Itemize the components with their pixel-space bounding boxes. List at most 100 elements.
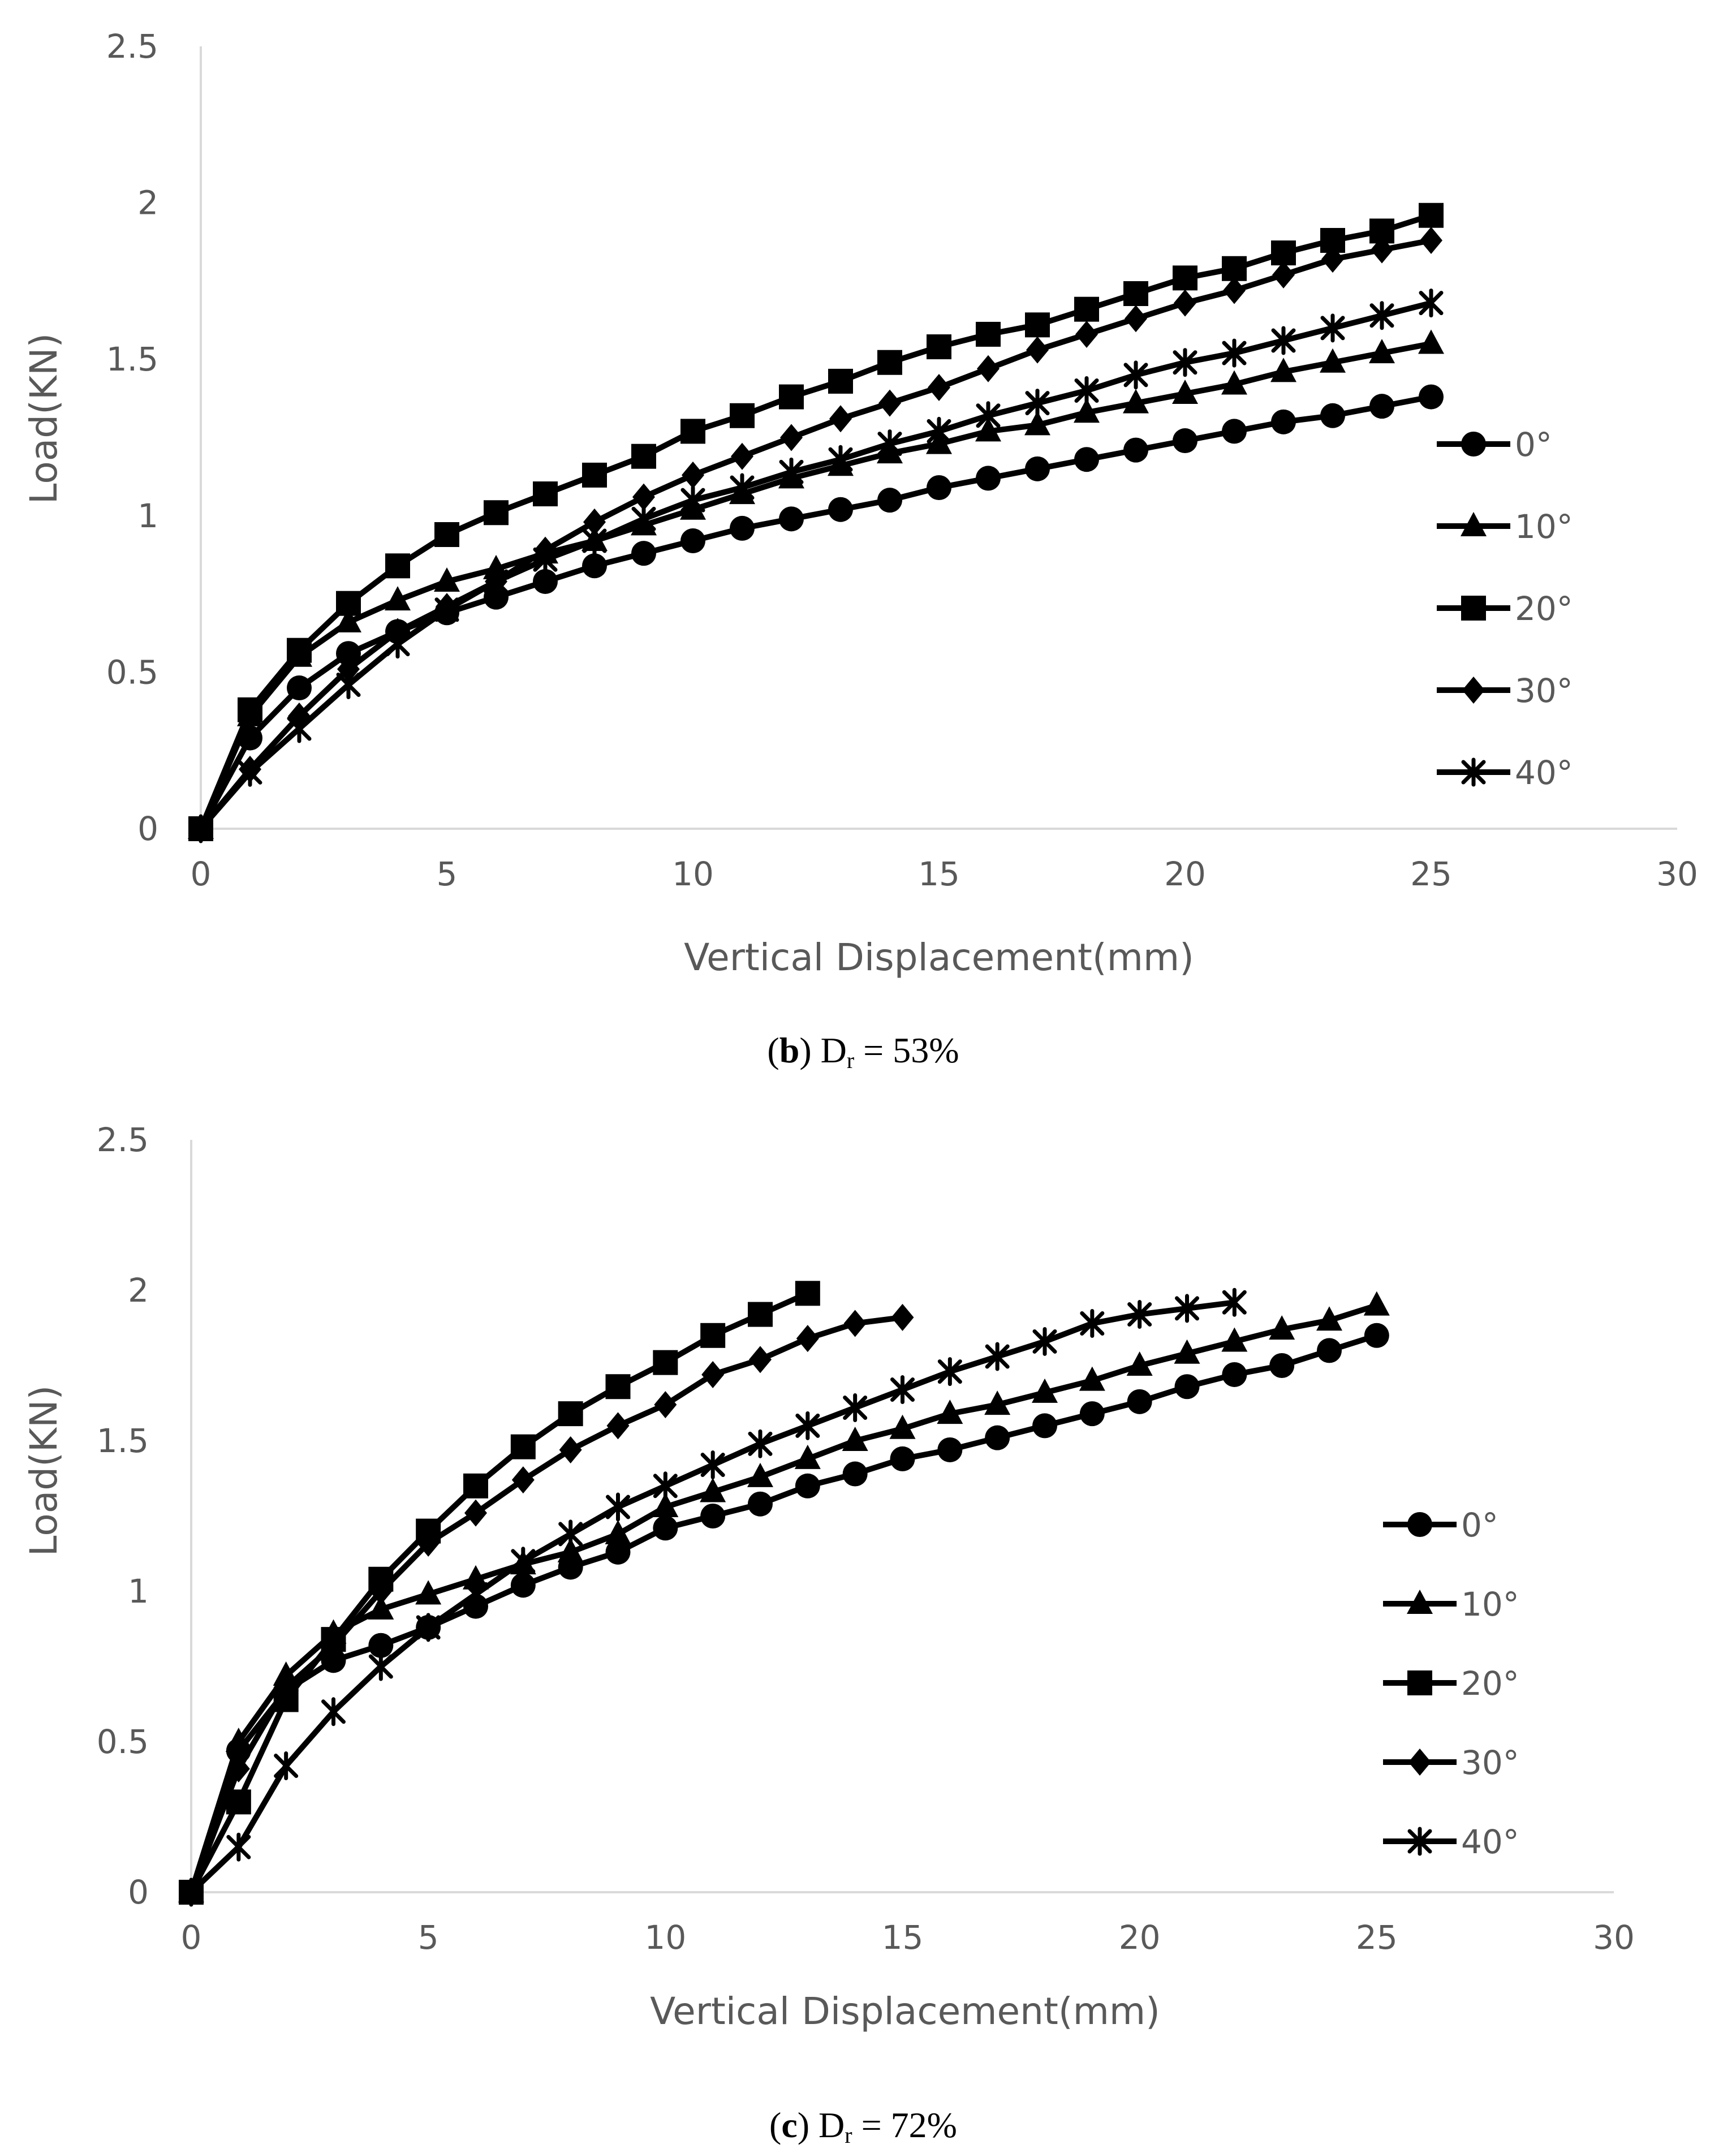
data-point-diamond: [928, 373, 950, 401]
data-point-circle: [680, 528, 705, 554]
data-point-square: [976, 321, 1001, 347]
data-point-triangle: [1418, 329, 1444, 354]
series-asterisk: [191, 291, 1441, 841]
data-point-diamond: [829, 405, 852, 433]
series-triangle: [188, 329, 1444, 839]
data-point-square: [336, 591, 361, 616]
data-point-circle: [1127, 1389, 1152, 1414]
data-point-square: [582, 462, 607, 488]
data-point-diamond: [891, 1303, 914, 1331]
data-point-square: [1419, 203, 1444, 228]
data-point-circle: [890, 1446, 915, 1471]
data-point-circle: [653, 1515, 678, 1541]
data-point-asterisk: [324, 1699, 344, 1724]
data-point-asterisk: [655, 1474, 675, 1499]
legend-label: 0°: [1515, 425, 1552, 464]
legend-entry: 20°: [1437, 589, 1573, 628]
data-point-square: [287, 638, 312, 663]
legend-label: 10°: [1461, 1585, 1519, 1624]
legend-entry: 30°: [1437, 671, 1573, 710]
series-line: [198, 394, 1434, 832]
caption-subscript: r: [845, 2122, 852, 2148]
data-point-circle: [730, 515, 755, 541]
data-point-square: [927, 334, 951, 360]
data-point-circle: [1364, 1323, 1389, 1348]
series-square: [188, 203, 1444, 841]
y-tick-label: 0.5: [106, 653, 158, 691]
legend-label: 30°: [1461, 1743, 1519, 1782]
data-point-circle: [828, 497, 853, 522]
legend-entry: 20°: [1383, 1664, 1519, 1703]
data-point-circle: [631, 541, 656, 566]
data-point-square: [1123, 281, 1148, 307]
data-point-diamond: [731, 442, 753, 470]
legend-label: 40°: [1461, 1823, 1519, 1861]
data-point-circle: [510, 1573, 536, 1598]
data-point-diamond: [780, 424, 803, 451]
legend-marker-square: [1461, 596, 1486, 621]
data-point-circle: [927, 475, 951, 501]
data-point-square: [558, 1401, 583, 1427]
data-point-square: [795, 1281, 820, 1306]
data-point-diamond: [878, 389, 901, 417]
data-point-circle: [1317, 1338, 1342, 1363]
data-point-circle: [842, 1461, 868, 1487]
data-point-diamond: [511, 1466, 535, 1494]
data-point-asterisk: [561, 1522, 581, 1547]
legend-marker-square: [1407, 1670, 1432, 1695]
data-point-circle: [1032, 1413, 1057, 1439]
data-point-square: [1173, 265, 1197, 291]
data-point-circle: [1079, 1401, 1105, 1427]
data-point-square: [533, 481, 558, 507]
data-point-square: [1074, 296, 1099, 322]
legend-label: 30°: [1515, 671, 1573, 710]
caption-subscript: r: [847, 1048, 854, 1073]
data-point-asterisk: [387, 632, 408, 657]
y-tick-label: 2: [137, 184, 158, 222]
data-point-circle: [1174, 1374, 1200, 1400]
plot-area: 0 5 10 15 20 25 30 0 0.5 1 1.5 2 2.5 0° 10° 20° 30° 40°: [106, 27, 1698, 893]
legend-label: 10°: [1515, 507, 1573, 546]
x-tick-label: 10: [644, 1918, 686, 1957]
x-tick-label: 15: [882, 1918, 924, 1957]
data-point-asterisk: [608, 1495, 628, 1519]
legend-label: 40°: [1515, 753, 1573, 792]
caption-symbol: D: [819, 2105, 845, 2145]
x-tick-label: 25: [1410, 855, 1452, 893]
data-point-asterisk: [371, 1654, 391, 1679]
caption-panel-label: c: [781, 2105, 797, 2145]
data-point-square: [779, 384, 804, 410]
x-tick-label: 25: [1356, 1918, 1398, 1957]
data-point-square: [730, 403, 755, 428]
data-point-circle: [1269, 1353, 1295, 1378]
legend-marker-diamond: [1462, 677, 1485, 704]
data-point-square: [631, 443, 656, 469]
series-asterisk: [181, 1290, 1244, 1905]
figure-caption: (b) Dr = 53%: [767, 1030, 959, 1073]
x-tick-label: 5: [437, 855, 458, 893]
legend-entry: 0°: [1437, 425, 1552, 464]
data-point-diamond: [977, 355, 1000, 382]
y-axis-title: Load(KN): [22, 1385, 66, 1556]
legend-entry: 30°: [1383, 1743, 1519, 1782]
data-point-asterisk: [289, 716, 309, 741]
caption-panel-label: b: [779, 1030, 800, 1070]
data-point-circle: [1173, 428, 1197, 454]
x-tick-label: 20: [1119, 1918, 1161, 1957]
data-point-square: [1025, 312, 1050, 338]
data-point-circle: [779, 506, 804, 532]
chart-panel-c: 0 5 10 15 20 25 30 0 0.5 1 1.5 2 2.5 0° 10° 20° 30° 40° L…: [22, 1121, 1635, 2148]
legend-marker-diamond: [1408, 1749, 1431, 1776]
data-point-square: [463, 1473, 488, 1499]
data-point-asterisk: [229, 1835, 249, 1859]
data-point-diamond: [606, 1412, 630, 1440]
data-point-circle: [582, 553, 607, 579]
data-point-circle: [877, 488, 902, 513]
data-point-square: [877, 350, 902, 375]
caption-symbol: D: [821, 1030, 847, 1070]
x-axis-title: Vertical Displacement(mm): [650, 1990, 1160, 2033]
data-point-circle: [1074, 447, 1099, 472]
data-point-circle: [1123, 437, 1148, 463]
data-point-square: [700, 1323, 726, 1348]
